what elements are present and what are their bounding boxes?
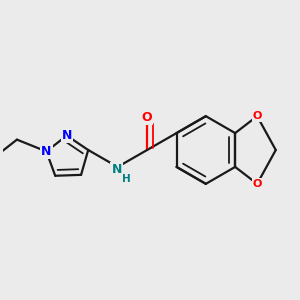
Text: O: O	[253, 111, 262, 121]
Text: H: H	[122, 174, 130, 184]
Text: N: N	[111, 163, 122, 176]
Text: O: O	[253, 179, 262, 189]
Text: N: N	[41, 145, 52, 158]
Text: O: O	[142, 111, 152, 124]
Text: N: N	[61, 129, 72, 142]
